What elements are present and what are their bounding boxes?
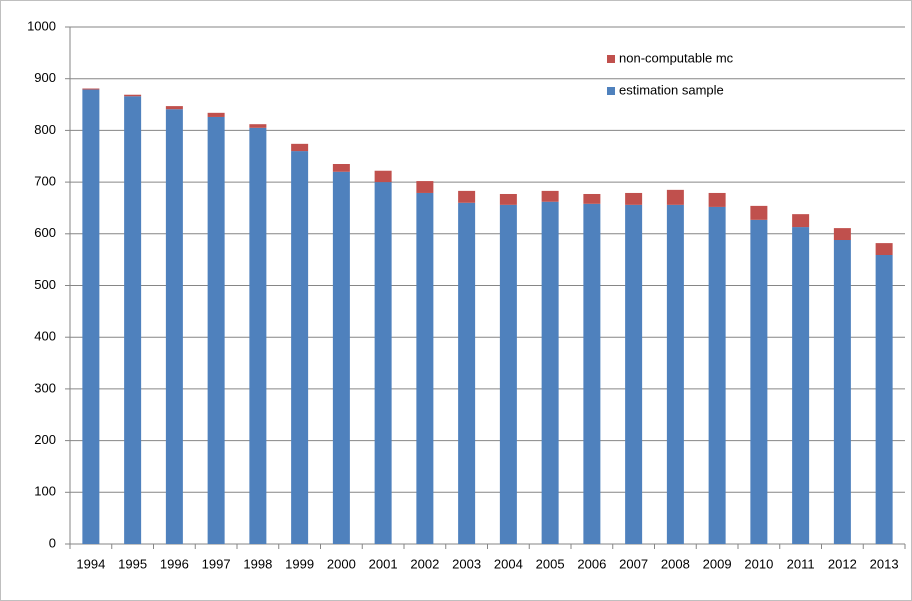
bar-segment	[332, 164, 350, 172]
bar-segment	[165, 106, 183, 110]
x-tick-label: 1994	[76, 556, 105, 571]
bar-segment	[124, 94, 142, 97]
x-tick-label: 1997	[202, 556, 231, 571]
x-tick-label: 2013	[870, 556, 899, 571]
x-tick-label: 2000	[327, 556, 356, 571]
bar-segment	[708, 192, 726, 207]
bar-segment	[207, 112, 225, 117]
x-tick-label: 2006	[577, 556, 606, 571]
x-tick-label: 2012	[828, 556, 857, 571]
bar-segment	[708, 206, 726, 544]
bar-segment	[291, 151, 309, 544]
x-tick-label: 2010	[744, 556, 773, 571]
x-tick-label: 1999	[285, 556, 314, 571]
bar-segment	[875, 254, 893, 544]
x-tick-label: 2002	[410, 556, 439, 571]
bar-segment	[82, 89, 100, 544]
x-tick-label: 2008	[661, 556, 690, 571]
bar-segment	[583, 203, 601, 544]
y-tick-label: 200	[34, 432, 56, 447]
bar-segment	[416, 192, 434, 544]
bar-segment	[666, 204, 684, 544]
bar-segment	[249, 127, 267, 544]
x-tick-label: 2001	[369, 556, 398, 571]
bar-segment	[666, 189, 684, 205]
x-tick-label: 2009	[703, 556, 732, 571]
bar-segment	[124, 96, 142, 544]
y-tick-label: 500	[34, 277, 56, 292]
bar-segment	[792, 227, 810, 545]
x-tick-label: 2005	[536, 556, 565, 571]
bar-segment	[374, 182, 392, 544]
bar-segment	[792, 214, 810, 228]
y-tick-label: 400	[34, 329, 56, 344]
bar-segment	[165, 109, 183, 544]
bar-segment	[458, 202, 476, 544]
bar-segment	[833, 228, 851, 241]
x-tick-label: 2007	[619, 556, 648, 571]
bar-segment	[625, 204, 643, 544]
bar-segment	[82, 88, 100, 90]
legend-swatch	[607, 87, 615, 95]
y-tick-label: 100	[34, 484, 56, 499]
bar-segment	[332, 171, 350, 544]
y-tick-label: 300	[34, 380, 56, 395]
bar-segment	[291, 143, 309, 152]
bar-segment	[875, 243, 893, 255]
bar-segment	[416, 181, 434, 193]
legend-label: estimation sample	[619, 82, 724, 97]
bar-segment	[458, 190, 476, 203]
y-tick-label: 800	[34, 122, 56, 137]
bar-segment	[249, 124, 267, 128]
y-tick-label: 900	[34, 70, 56, 85]
bar-segment	[750, 219, 768, 544]
bar-segment	[499, 193, 517, 205]
x-tick-label: 1995	[118, 556, 147, 571]
bar-segment	[541, 190, 559, 202]
x-tick-label: 2004	[494, 556, 523, 571]
legend-swatch	[607, 55, 615, 63]
y-tick-label: 1000	[27, 18, 56, 33]
legend-label: non-computable mc	[619, 50, 734, 65]
y-tick-label: 0	[49, 535, 56, 550]
bar-segment	[750, 205, 768, 220]
bar-segment	[207, 116, 225, 544]
bar-segment	[374, 170, 392, 183]
bar-segment	[625, 192, 643, 205]
bar-segment	[541, 201, 559, 544]
x-tick-label: 2003	[452, 556, 481, 571]
bar-segment	[583, 193, 601, 204]
bar-segment	[499, 204, 517, 544]
x-tick-label: 2011	[787, 556, 815, 571]
y-tick-label: 600	[34, 225, 56, 240]
bar-segment	[833, 240, 851, 544]
x-tick-label: 1998	[243, 556, 272, 571]
x-tick-label: 1996	[160, 556, 189, 571]
y-tick-label: 700	[34, 174, 56, 189]
